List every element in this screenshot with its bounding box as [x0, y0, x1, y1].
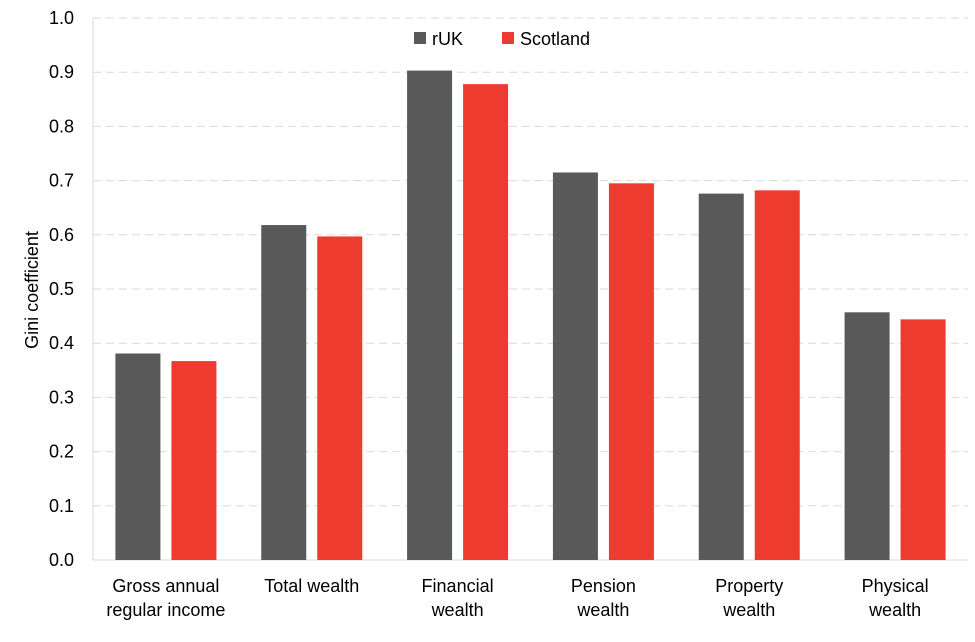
grid-layer — [93, 17, 968, 507]
bar-scotland — [171, 361, 217, 560]
x-tick-label: Physical wealth — [862, 576, 929, 620]
x-tick-label: Property wealth — [715, 576, 783, 620]
y-tick-label: 0.5 — [49, 279, 74, 299]
legend-label: rUK — [432, 29, 463, 49]
bar-scotland — [754, 190, 800, 560]
bar-ruk — [698, 193, 744, 560]
legend: rUK Scotland — [414, 29, 590, 49]
legend-swatch — [414, 32, 426, 44]
bar-ruk — [261, 225, 307, 560]
axis-layer — [92, 18, 968, 561]
x-tick-label: Financial wealth — [422, 576, 494, 620]
x-tick-label: Total wealth — [264, 576, 359, 596]
bar-scotland — [608, 183, 654, 560]
legend-swatch — [502, 32, 514, 44]
y-tick-label: 0.2 — [49, 442, 74, 462]
y-tick-label: 0.1 — [49, 496, 74, 516]
bar-layer — [115, 70, 946, 561]
label-layer: 0.0 0.1 0.2 0.3 0.4 0.5 0.6 0.7 0.8 0.9 1.0 Gross a… — [49, 8, 929, 620]
y-tick-label: 0.8 — [49, 116, 74, 136]
legend-label: Scotland — [520, 29, 590, 49]
bar-ruk — [552, 172, 598, 560]
y-tick-label: 0.7 — [49, 171, 74, 191]
y-tick-label: 0.9 — [49, 62, 74, 82]
bar-ruk — [115, 353, 161, 560]
x-tick-label: Pension wealth — [571, 576, 636, 620]
x-tick-label: Gross annual regular income — [106, 576, 225, 620]
bar-scotland — [900, 319, 946, 560]
y-tick-label: 0.4 — [49, 333, 74, 353]
bar-scotland — [463, 84, 509, 561]
y-tick-label: 0.0 — [49, 550, 74, 570]
y-axis-title: Gini coefficient — [22, 231, 42, 349]
y-tick-label: 1.0 — [49, 8, 74, 28]
y-tick-label: 0.3 — [49, 387, 74, 407]
y-tick-label: 0.6 — [49, 225, 74, 245]
bar-scotland — [317, 236, 363, 560]
bar-ruk — [844, 312, 890, 560]
bar-ruk — [407, 70, 453, 560]
